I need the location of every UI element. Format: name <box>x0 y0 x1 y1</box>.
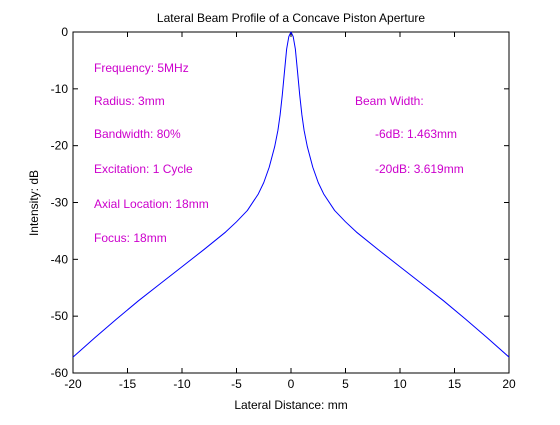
y-tick-label: -10 <box>51 82 69 96</box>
x-tick-label: 10 <box>393 377 407 391</box>
series-layer <box>72 31 510 358</box>
annotation-bandwidth: Bandwidth: 80% <box>94 127 181 141</box>
annotation-beam-width-title: Beam Width: <box>355 94 424 108</box>
annotation-width-6db: -6dB: 1.463mm <box>375 127 457 141</box>
annotation-focus: Focus: 18mm <box>94 231 167 245</box>
y-tick-label: -60 <box>51 366 69 380</box>
y-tick-label: -40 <box>51 252 69 266</box>
x-axis-label: Lateral Distance: mm <box>234 398 347 412</box>
x-tick-label: -20 <box>64 377 82 391</box>
y-axis-ticks: 0 -10 -20 -30 -40 -50 -60 <box>51 25 509 380</box>
y-tick-label: -30 <box>51 196 69 210</box>
series-line-beam-profile <box>72 31 510 358</box>
x-axis-ticks: -20 -15 -10 -5 0 5 10 15 20 <box>64 32 516 391</box>
annotation-radius: Radius: 3mm <box>94 94 165 108</box>
x-tick-label: 20 <box>502 377 516 391</box>
annotation-excitation: Excitation: 1 Cycle <box>94 162 193 176</box>
x-tick-label: 0 <box>288 377 295 391</box>
y-tick-label: 0 <box>61 25 68 39</box>
x-tick-label: 5 <box>342 377 349 391</box>
y-tick-label: -20 <box>51 139 69 153</box>
annotation-frequency: Frequency: 5MHz <box>94 61 189 75</box>
plot-area <box>72 31 510 374</box>
x-tick-label: 15 <box>448 377 462 391</box>
x-tick-label: -10 <box>173 377 191 391</box>
x-tick-label: -15 <box>119 377 137 391</box>
annotation-axial-location: Axial Location: 18mm <box>94 197 209 211</box>
x-tick-label: -5 <box>231 377 242 391</box>
chart-title: Lateral Beam Profile of a Concave Piston… <box>157 11 425 25</box>
y-tick-label: -50 <box>51 309 69 323</box>
y-axis-label: Intensity: dB <box>27 170 41 236</box>
annotation-width-20db: -20dB: 3.619mm <box>375 162 464 176</box>
